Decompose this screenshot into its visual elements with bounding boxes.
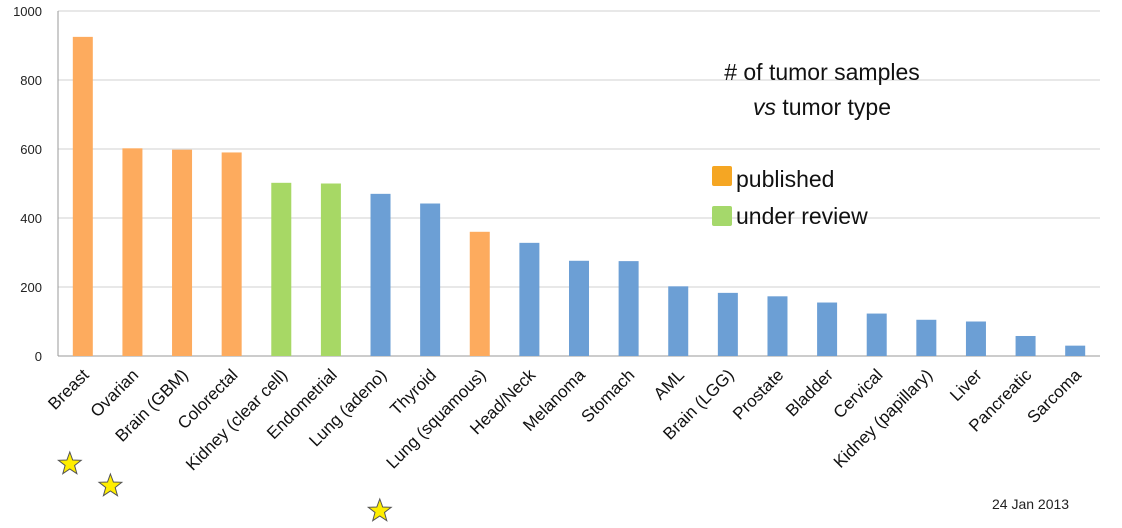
bar [817,302,838,356]
x-tick-label: Stomach [578,365,639,426]
bar [519,242,540,356]
bar [668,286,689,356]
stars [57,450,393,522]
x-tick-label: AML [650,365,688,403]
x-tick-label: Liver [946,365,986,405]
y-tick-label: 600 [20,142,42,157]
legend-label-under-review: under review [736,203,868,229]
y-tick-label: 400 [20,211,42,226]
bar [767,296,788,356]
x-tick-label: Breast [44,365,92,413]
bar [271,182,292,356]
star-icon [57,450,83,475]
y-tick-label: 800 [20,73,42,88]
bar [1065,345,1086,356]
bar [717,292,738,356]
bar [72,36,93,356]
bar [1015,335,1036,356]
y-tick-label: 200 [20,280,42,295]
bar [469,231,490,356]
y-tick-label: 0 [35,349,42,364]
chart-title-line-1: # of tumor samples [724,59,920,85]
star-icon [366,497,393,522]
bar [172,149,193,356]
legend-swatch-under-review [712,206,732,226]
bar [420,203,441,356]
bar [320,183,341,356]
bar [569,260,589,356]
date-annotation: 24 Jan 2013 [992,496,1070,512]
x-tick-label: Bladder [782,365,837,420]
bar [916,319,937,356]
legend-label-published: published [736,166,834,192]
x-tick-label: Prostate [729,365,787,423]
gridlines [58,10,1100,288]
bar [618,261,639,356]
chart-title-emphasis: vs [753,94,777,120]
y-tick-label: 1000 [13,4,42,19]
star-icon [97,472,124,497]
chart-title: # of tumor samples vs tumor type [724,59,920,120]
bar [221,152,242,356]
x-tick-label: Sarcoma [1023,365,1085,427]
bar [965,321,986,356]
legend-swatch-published [712,166,732,186]
chart-title-line-2: vs tumor type [753,94,891,120]
legend: published under review [712,166,868,229]
bar [866,313,887,356]
bar [370,193,391,356]
bars [72,36,1086,356]
chart-title-rest: tumor type [776,94,891,120]
bar [122,148,143,356]
